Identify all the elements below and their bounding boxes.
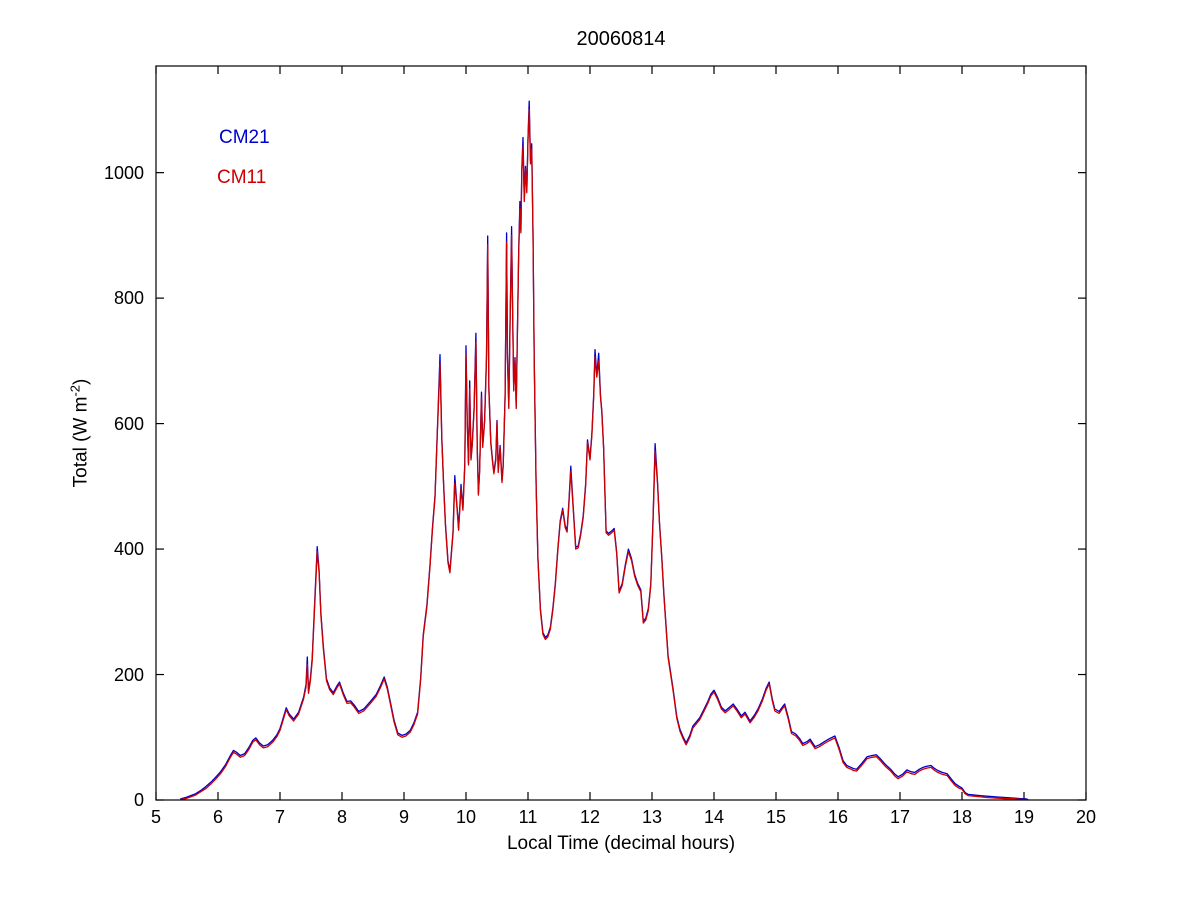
x-tick-label: 8: [336, 807, 347, 827]
x-tick-label: 14: [703, 807, 725, 827]
x-tick-label: 20: [1075, 807, 1097, 827]
x-tick-label: 15: [765, 807, 787, 827]
x-tick-label: 11: [518, 807, 538, 827]
legend-entry-cm11: CM11: [217, 167, 267, 188]
plot-box: [155, 65, 1087, 801]
series-line-cm11: [180, 109, 1029, 801]
x-tick-label: 6: [212, 807, 223, 827]
x-tick-label: 19: [1013, 807, 1035, 827]
y-tick-label: 800: [113, 288, 144, 309]
x-tick-label: 10: [455, 807, 477, 827]
x-tick-label: 16: [827, 807, 849, 827]
y-tick-label: 400: [113, 539, 144, 560]
legend-entry-cm21: CM21: [219, 127, 270, 148]
y-axis-label-close: ): [70, 378, 92, 385]
x-tick-label: 12: [579, 807, 601, 827]
x-axis-label: Local Time (decimal hours): [506, 833, 736, 854]
y-axis-label-main: Total (W m: [70, 396, 92, 488]
x-tick-label: 13: [641, 807, 663, 827]
y-tick-label: 600: [113, 413, 144, 434]
x-tick-label: 5: [150, 807, 161, 827]
x-tick-label: 7: [274, 807, 285, 827]
y-axis-label-superscript: -2: [67, 384, 83, 397]
x-tick-label: 17: [889, 807, 911, 827]
y-tick-label: 1000: [103, 162, 144, 183]
x-tick-label: 18: [951, 807, 973, 827]
axis-tick-marks: [155, 66, 1087, 801]
y-tick-label: 0: [133, 790, 144, 810]
chart-title: 20060814: [576, 28, 666, 50]
y-tick-label: 200: [113, 664, 144, 685]
x-tick-label: 9: [398, 807, 409, 827]
